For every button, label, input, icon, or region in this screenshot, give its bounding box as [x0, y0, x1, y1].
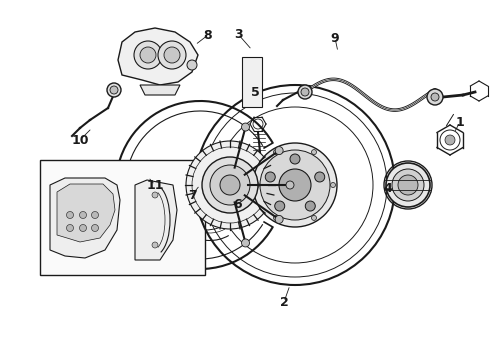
Circle shape	[315, 172, 325, 182]
Circle shape	[279, 169, 311, 201]
Circle shape	[79, 212, 87, 219]
Circle shape	[265, 172, 275, 182]
Bar	[40, 160, 205, 275]
Text: 5: 5	[250, 86, 259, 99]
Circle shape	[134, 41, 162, 69]
Circle shape	[427, 89, 443, 105]
Circle shape	[92, 212, 98, 219]
Circle shape	[186, 141, 274, 229]
Polygon shape	[57, 184, 115, 242]
Circle shape	[140, 47, 156, 63]
Circle shape	[298, 85, 312, 99]
Circle shape	[431, 93, 439, 101]
Circle shape	[254, 183, 260, 188]
Circle shape	[67, 212, 74, 219]
Circle shape	[107, 83, 121, 97]
Text: 2: 2	[280, 296, 289, 309]
Circle shape	[92, 225, 98, 231]
Text: 4: 4	[384, 181, 392, 194]
Circle shape	[202, 157, 258, 213]
Circle shape	[79, 225, 87, 231]
Polygon shape	[135, 180, 177, 260]
Text: 1: 1	[456, 116, 465, 129]
Circle shape	[398, 175, 418, 195]
Text: 10: 10	[71, 134, 89, 147]
Circle shape	[305, 201, 315, 211]
Circle shape	[210, 165, 250, 205]
Circle shape	[273, 150, 278, 154]
Circle shape	[152, 192, 158, 198]
Circle shape	[158, 41, 186, 69]
Circle shape	[273, 215, 278, 220]
Circle shape	[260, 150, 330, 220]
Circle shape	[301, 88, 309, 96]
Circle shape	[286, 181, 294, 189]
Circle shape	[312, 215, 317, 220]
Bar	[242, 57, 262, 107]
Circle shape	[220, 175, 240, 195]
Circle shape	[275, 201, 285, 211]
Text: 7: 7	[188, 189, 196, 202]
Circle shape	[386, 163, 430, 207]
Circle shape	[152, 242, 158, 248]
Circle shape	[392, 169, 424, 201]
Text: 8: 8	[204, 28, 212, 41]
Polygon shape	[50, 178, 120, 258]
Circle shape	[67, 225, 74, 231]
Circle shape	[275, 147, 283, 154]
Circle shape	[275, 215, 283, 224]
Polygon shape	[118, 28, 198, 85]
Text: 9: 9	[331, 32, 339, 45]
Circle shape	[312, 150, 317, 154]
Polygon shape	[140, 85, 180, 95]
Circle shape	[110, 86, 118, 94]
Circle shape	[445, 135, 455, 145]
Circle shape	[187, 60, 197, 70]
Text: 3: 3	[234, 27, 243, 41]
Circle shape	[330, 183, 336, 188]
Circle shape	[253, 143, 337, 227]
Circle shape	[242, 239, 249, 247]
Circle shape	[164, 47, 180, 63]
Circle shape	[290, 154, 300, 164]
Text: 6: 6	[234, 198, 243, 211]
Circle shape	[242, 123, 249, 131]
Text: 11: 11	[146, 179, 164, 192]
